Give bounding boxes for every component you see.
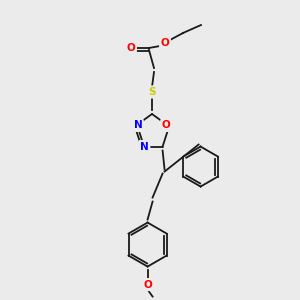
Text: N: N [140,142,149,152]
Text: S: S [148,87,156,97]
Text: N: N [140,142,149,152]
Text: O: O [127,43,135,53]
Text: O: O [160,38,169,48]
Text: S: S [148,87,156,97]
Text: N: N [134,120,142,130]
Text: O: O [162,120,170,130]
Text: O: O [160,38,169,48]
Text: O: O [127,43,135,53]
Text: N: N [134,120,142,130]
Text: O: O [162,120,170,130]
Text: O: O [143,280,152,290]
Text: O: O [143,280,152,290]
